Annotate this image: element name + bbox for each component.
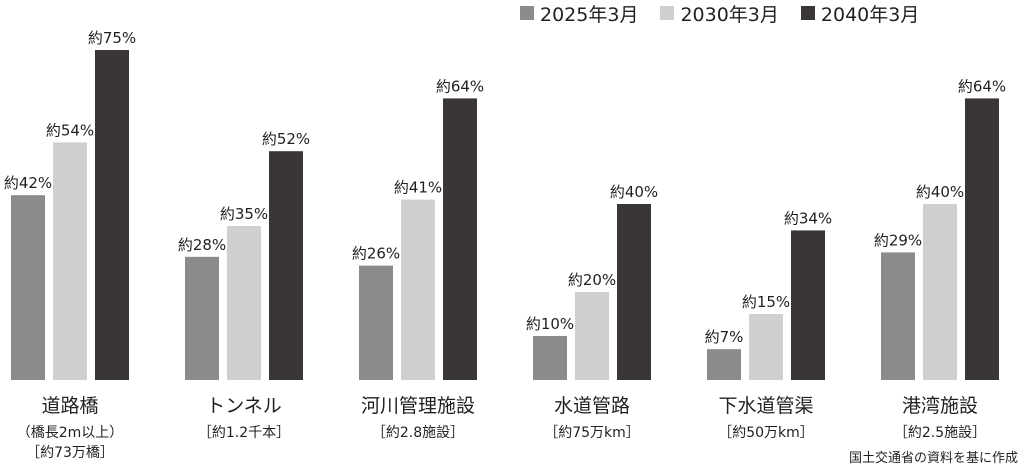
bar-4-series-3 <box>617 204 651 380</box>
data-label-6-series-3: 約64% <box>958 77 1006 95</box>
bar-5-series-1 <box>707 349 741 380</box>
category-note-6-1: ［約2.5施設］ <box>894 425 986 441</box>
category-label-1: 道路橋 <box>41 395 98 417</box>
category-label-4: 水道管路 <box>554 395 630 417</box>
category-note-1-1: （橋長2m以上） <box>17 425 124 441</box>
legend: 2025年3月 2030年3月 2040年3月 <box>520 0 919 26</box>
data-label-4-series-3: 約40% <box>610 183 658 201</box>
source-note: 国土交通省の資料を基に作成 <box>848 451 1018 466</box>
category-label-6: 港湾施設 <box>902 395 978 417</box>
legend-item-2040: 2040年3月 <box>800 0 920 27</box>
bar-2-series-1 <box>185 256 219 380</box>
data-label-4-series-1: 約10% <box>526 315 574 333</box>
category-note-4-1: ［約75万km］ <box>544 425 640 441</box>
bar-6-series-2 <box>923 204 957 380</box>
data-label-1-series-3: 約75% <box>88 29 136 47</box>
data-label-5-series-2: 約15% <box>742 293 790 311</box>
bar-6-series-3 <box>965 98 999 381</box>
data-label-6-series-1: 約29% <box>874 231 922 249</box>
bar-2-series-3 <box>269 151 303 380</box>
legend-item-2025: 2025年3月 <box>520 0 638 27</box>
data-label-6-series-2: 約40% <box>916 183 964 201</box>
bar-1-series-3 <box>95 50 129 380</box>
legend-label-2040: 2040年3月 <box>820 3 920 26</box>
data-label-4-series-2: 約20% <box>568 271 616 289</box>
legend-swatch-2025 <box>520 6 534 20</box>
bar-3-series-3 <box>443 98 477 381</box>
data-label-3-series-1: 約26% <box>352 245 400 263</box>
legend-swatch-2040 <box>800 6 815 20</box>
bar-6-series-1 <box>881 252 915 380</box>
data-label-2-series-2: 約35% <box>220 205 268 223</box>
bar-5-series-3 <box>791 230 825 380</box>
data-label-5-series-1: 約7% <box>705 328 744 346</box>
data-label-3-series-2: 約41% <box>394 179 442 197</box>
category-note-2-1: ［約1.2千本］ <box>198 425 290 441</box>
bar-4-series-1 <box>533 336 567 380</box>
bar-3-series-1 <box>359 265 393 380</box>
data-label-2-series-1: 約28% <box>178 236 226 254</box>
category-note-1-2: ［約73万橋］ <box>26 445 114 461</box>
bar-5-series-2 <box>749 314 783 380</box>
legend-label-2030: 2030年3月 <box>680 3 779 26</box>
legend-swatch-2030 <box>660 6 675 20</box>
data-label-3-series-3: 約64% <box>436 77 484 95</box>
bar-2-series-2 <box>227 226 261 380</box>
bar-4-series-2 <box>575 292 609 380</box>
bar-1-series-1 <box>11 195 45 380</box>
category-label-5: 下水道管渠 <box>718 395 813 417</box>
category-note-5-1: ［約50万km］ <box>718 425 814 441</box>
bar-1-series-2 <box>53 142 87 380</box>
legend-label-2025: 2025年3月 <box>540 3 639 26</box>
data-label-1-series-2: 約54% <box>46 121 94 139</box>
category-note-3-1: ［約2.8施設］ <box>372 425 464 441</box>
category-label-2: トンネル <box>206 395 282 417</box>
legend-item-2030: 2030年3月 <box>660 0 779 27</box>
bar-3-series-2 <box>401 199 435 380</box>
data-label-1-series-1: 約42% <box>4 174 52 192</box>
category-label-3: 河川管理施設 <box>361 395 475 417</box>
data-label-5-series-3: 約34% <box>784 209 832 227</box>
data-label-2-series-3: 約52% <box>262 130 310 148</box>
